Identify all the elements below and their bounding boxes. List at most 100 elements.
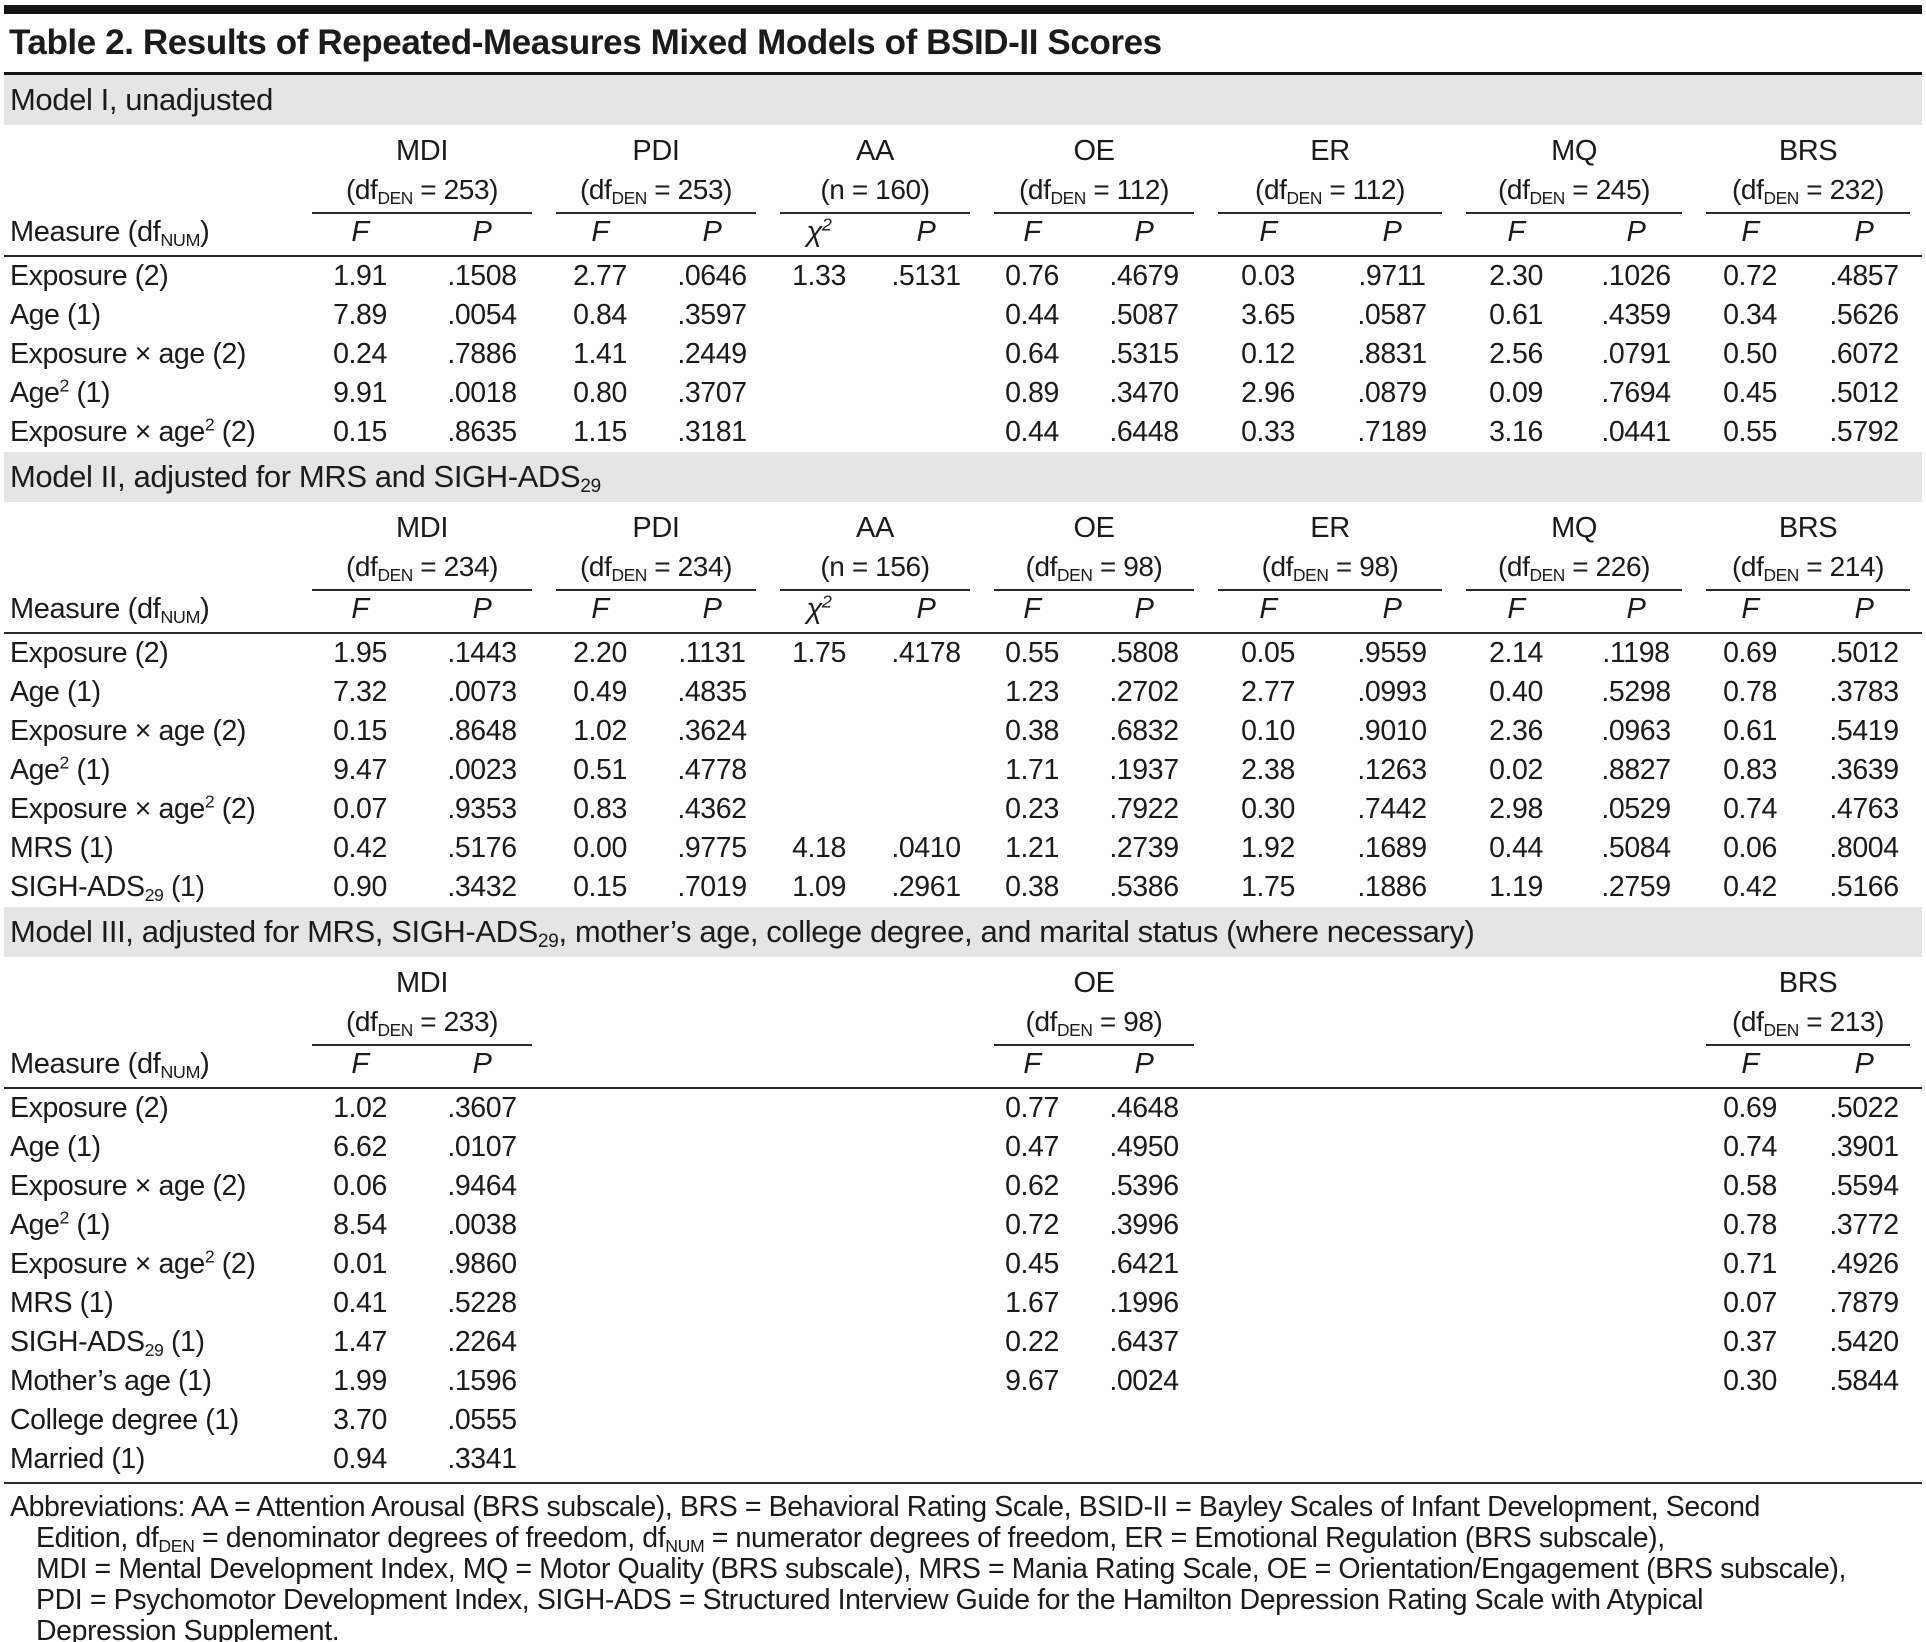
stat-header-p: P [656,214,768,257]
stat-value [544,1440,656,1479]
stat-value: 1.41 [573,338,627,370]
stat-header-p: P [1806,591,1923,634]
stat-value: .7189 [1357,416,1427,448]
stat-value [1578,1167,1694,1206]
column-group-name: AA [856,135,894,167]
stat-value: .4763 [1829,793,1899,825]
stat-value: .4835 [677,676,747,708]
stat-value [870,296,982,335]
stat-value: .0024 [1109,1365,1179,1397]
stat-value: .0054 [447,299,517,331]
stat-value: .7019 [677,871,747,903]
measure-column-header: Measure (dfNUM) [4,125,300,257]
stat-value: 0.61 [1723,715,1777,747]
stat-value: .2702 [1109,676,1179,708]
stat-value [1206,1362,1330,1401]
stat-value [768,335,870,374]
stat-value: 0.72 [1723,260,1777,292]
stat-value [1330,1245,1454,1284]
measure-label: Age2 (1) [10,752,111,786]
stat-value [1454,1284,1578,1323]
table-row: Age (1) 6.62 .0107 0.47 .4950 0.74 .3901 [4,1128,1922,1167]
table-row: Exposure (2) 1.95 .1443 2.20 .1131 1.75 .4178 0… [4,633,1922,673]
stat-value: .5419 [1829,715,1899,747]
column-group-spacer [1206,957,1454,1046]
stat-value [656,1284,768,1323]
stat-value: 0.22 [1005,1326,1059,1358]
stat-value [656,1245,768,1284]
stat-value [1206,1167,1330,1206]
stat-value [1454,1440,1578,1479]
stat-value [1578,1362,1694,1401]
stat-value [982,1401,1082,1440]
column-group-row: Measure (dfNUM) MDI (dfDEN = 233) OE (dfDEN … [4,957,1922,1089]
model-2-table: Measure (dfNUM) MDI (dfDEN = 234) PDI (dfDEN… [4,502,1923,907]
stat-value: 3.70 [333,1404,387,1436]
measure-label: Exposure × age2 (2) [10,1246,256,1280]
column-group-header: BRS (dfDEN = 213) [1694,957,1922,1046]
stat-value: .3707 [677,377,747,409]
model-2-section: Model II, adjusted for MRS and SIGH-ADS2… [4,452,1923,907]
stat-value [768,1323,870,1362]
stat-value [768,1245,870,1284]
stat-value: .5012 [1829,637,1899,669]
stat-value: 6.62 [333,1131,387,1163]
column-group-df: (n = 156) [820,551,930,582]
column-group-underline [312,1044,532,1046]
stat-value: 0.44 [1005,299,1059,331]
stat-value: .0038 [447,1209,517,1241]
column-group-underline [780,589,970,591]
column-group-name: OE [1073,967,1115,999]
stat-header-p: P [420,1046,544,1089]
stat-value: .9775 [677,832,747,864]
column-group-header: PDI (dfDEN = 234) [544,502,768,591]
stat-value: .1596 [447,1365,517,1397]
stat-value [1206,1206,1330,1245]
stat-value: .5087 [1109,299,1179,331]
stat-value [1082,1401,1206,1440]
stat-header-f [544,1046,656,1089]
stat-value [656,1088,768,1128]
stat-value [870,335,982,374]
stat-value [544,1401,656,1440]
stat-value: 0.06 [1723,832,1777,864]
stat-value: .6421 [1109,1248,1179,1280]
table-row: SIGH-ADS29 (1) 0.90 .3432 0.15 .7019 1.09 .296… [4,868,1922,907]
stat-value: .7879 [1829,1287,1899,1319]
stat-value: 0.00 [573,832,627,864]
stat-value: 2.20 [573,637,627,669]
stat-value: .4679 [1109,260,1179,292]
stat-value: .1263 [1357,754,1427,786]
stat-value: 1.99 [333,1365,387,1397]
stat-value: .1886 [1357,871,1427,903]
stat-value [656,1323,768,1362]
stat-value: .5420 [1829,1326,1899,1358]
stat-value: 0.37 [1723,1326,1777,1358]
stat-value: 1.91 [333,260,387,292]
stat-value: .9559 [1357,637,1427,669]
stat-value [870,1401,982,1440]
column-group-header: MDI (dfDEN = 233) [300,957,544,1046]
measure-label: Mother’s age (1) [10,1365,212,1397]
stat-value: .5315 [1109,338,1179,370]
measure-label: Exposure (2) [10,1092,169,1124]
stat-header-p: P [1578,214,1695,257]
column-group-name: BRS [1778,967,1838,999]
stat-value: .4926 [1829,1248,1899,1280]
stat-header-p: P [1330,591,1455,634]
stat-value: 0.61 [1489,299,1543,331]
column-group-df: (n = 160) [820,174,930,205]
stat-value [768,1401,870,1440]
stat-value: .4359 [1601,299,1671,331]
stat-value [656,1128,768,1167]
column-group-underline [1218,212,1443,214]
stat-value: .2739 [1109,832,1179,864]
stat-value: .2264 [447,1326,517,1358]
stat-value: .7886 [447,338,517,370]
measure-label: Exposure (2) [10,260,169,292]
stat-value [544,1206,656,1245]
stat-value [870,1167,982,1206]
stat-header-f: F [300,591,420,634]
stat-value: 1.92 [1241,832,1295,864]
stat-value: .9860 [447,1248,517,1280]
